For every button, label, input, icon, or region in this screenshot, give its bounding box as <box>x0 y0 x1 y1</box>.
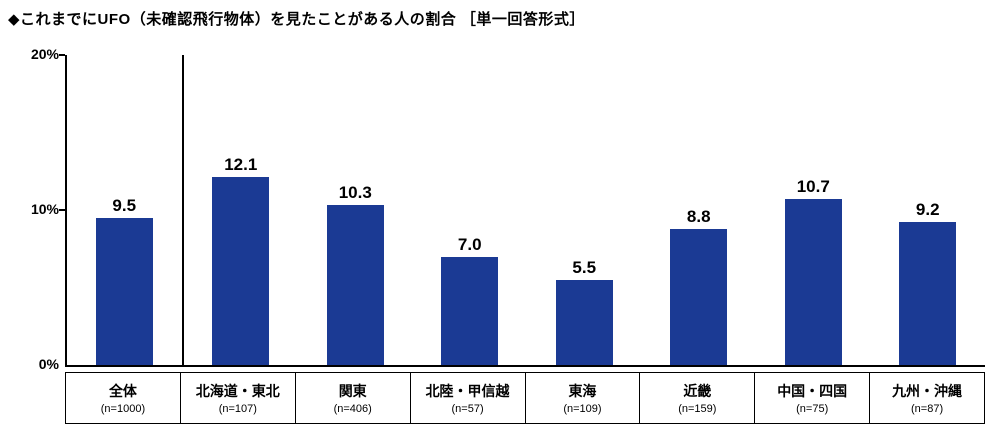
category-cell: 北陸・甲信越 (n=57) <box>411 373 526 423</box>
bar <box>784 199 842 365</box>
category-name: 北陸・甲信越 <box>425 383 510 399</box>
bar-chart: 20% 10% 0% 9.5 12.1 10.3 7.0 5.5 8.8 10.7 9.2 全… <box>31 46 986 424</box>
category-sample-size: (n=107) <box>218 403 257 415</box>
bar-column: 8.8 <box>642 55 757 365</box>
bar <box>555 279 613 365</box>
category-sample-size: (n=57) <box>451 403 484 415</box>
bar-value-label: 8.8 <box>686 206 711 226</box>
y-axis-tick <box>59 54 65 56</box>
category-sample-size: (n=87) <box>911 403 944 415</box>
y-axis-tick <box>59 209 65 211</box>
category-name: 関東 <box>338 383 367 399</box>
bar-value-label: 12.1 <box>224 155 258 175</box>
category-name: 北海道・東北 <box>195 383 280 399</box>
category-name: 東海 <box>568 383 597 399</box>
category-name: 九州・沖縄 <box>892 383 963 399</box>
bar-value-label: 9.2 <box>915 200 940 220</box>
y-axis-label-20: 20% <box>30 46 59 62</box>
bar <box>899 222 957 365</box>
bar-column: 7.0 <box>413 55 528 365</box>
bar <box>95 217 153 365</box>
bar-column: 9.2 <box>871 55 986 365</box>
bar <box>212 177 270 365</box>
category-cell: 東海 (n=109) <box>526 373 641 423</box>
bar <box>326 205 384 365</box>
bar-value-label: 9.5 <box>112 195 137 215</box>
bar-value-label: 10.7 <box>796 177 830 197</box>
bar-column: 12.1 <box>184 55 299 365</box>
category-name: 全体 <box>108 383 137 399</box>
category-sample-size: (n=1000) <box>100 403 146 415</box>
y-axis-label-10: 10% <box>30 201 59 217</box>
bar-value-label: 7.0 <box>457 234 482 254</box>
category-cell: 中国・四国 (n=75) <box>755 373 871 423</box>
bar-column: 10.3 <box>298 55 413 365</box>
category-cell: 近畿 (n=159) <box>640 373 756 423</box>
category-cell: 関東 (n=406) <box>296 373 411 423</box>
category-name: 近畿 <box>683 383 712 399</box>
category-sample-size: (n=406) <box>333 403 372 415</box>
category-labels: 全体 (n=1000) 北海道・東北 (n=107) 関東 (n=406) 北陸・甲信越 (n… <box>65 372 985 424</box>
plot-area: 20% 10% 0% 9.5 12.1 10.3 7.0 5.5 8.8 10.7 9.2 <box>31 46 986 372</box>
category-sample-size: (n=159) <box>678 403 717 415</box>
bar-value-label: 5.5 <box>572 257 597 277</box>
y-axis-label-0: 0% <box>38 356 59 372</box>
bar-column: 5.5 <box>527 55 642 365</box>
bar-column: 10.7 <box>756 55 871 365</box>
bar <box>670 228 728 365</box>
bar-column: 9.5 <box>67 55 184 365</box>
page-title: ◆これまでにUFO（未確認飛行物体）を見たことがある人の割合 ［単一回答形式］ <box>8 11 585 28</box>
category-name: 中国・四国 <box>777 383 848 399</box>
category-sample-size: (n=75) <box>796 403 829 415</box>
bar <box>441 256 499 365</box>
category-cell: 九州・沖縄 (n=87) <box>870 373 984 423</box>
category-cell: 北海道・東北 (n=107) <box>181 373 296 423</box>
bar-value-label: 10.3 <box>338 183 372 203</box>
category-sample-size: (n=109) <box>563 403 602 415</box>
category-cell: 全体 (n=1000) <box>66 373 181 423</box>
